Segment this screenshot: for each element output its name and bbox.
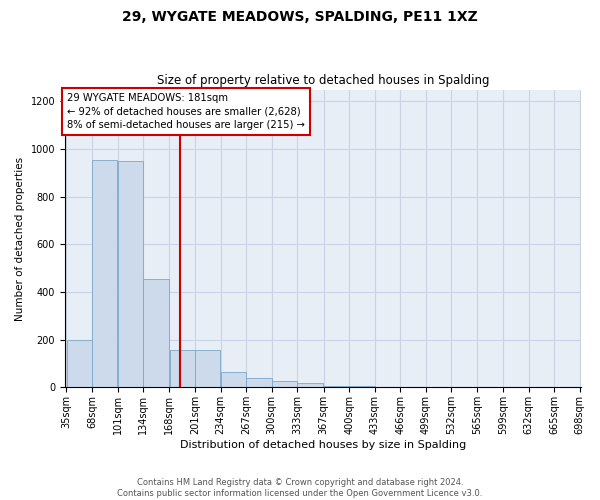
Y-axis label: Number of detached properties: Number of detached properties [15, 156, 25, 320]
Bar [92, 160, 118, 388]
Bar [143, 279, 169, 388]
Title: Size of property relative to detached houses in Spalding: Size of property relative to detached ho… [157, 74, 490, 87]
Text: 29, WYGATE MEADOWS, SPALDING, PE11 1XZ: 29, WYGATE MEADOWS, SPALDING, PE11 1XZ [122, 10, 478, 24]
Text: Contains HM Land Registry data © Crown copyright and database right 2024.
Contai: Contains HM Land Registry data © Crown c… [118, 478, 482, 498]
Bar [246, 378, 272, 388]
Bar [170, 350, 195, 388]
Bar [118, 161, 143, 388]
X-axis label: Distribution of detached houses by size in Spalding: Distribution of detached houses by size … [180, 440, 466, 450]
Bar [349, 386, 374, 388]
Bar [195, 350, 220, 388]
Bar [298, 382, 323, 388]
Bar [67, 340, 92, 388]
Bar [221, 372, 246, 388]
Bar [323, 386, 349, 388]
Text: 29 WYGATE MEADOWS: 181sqm
← 92% of detached houses are smaller (2,628)
8% of sem: 29 WYGATE MEADOWS: 181sqm ← 92% of detac… [67, 93, 305, 130]
Bar [272, 382, 297, 388]
